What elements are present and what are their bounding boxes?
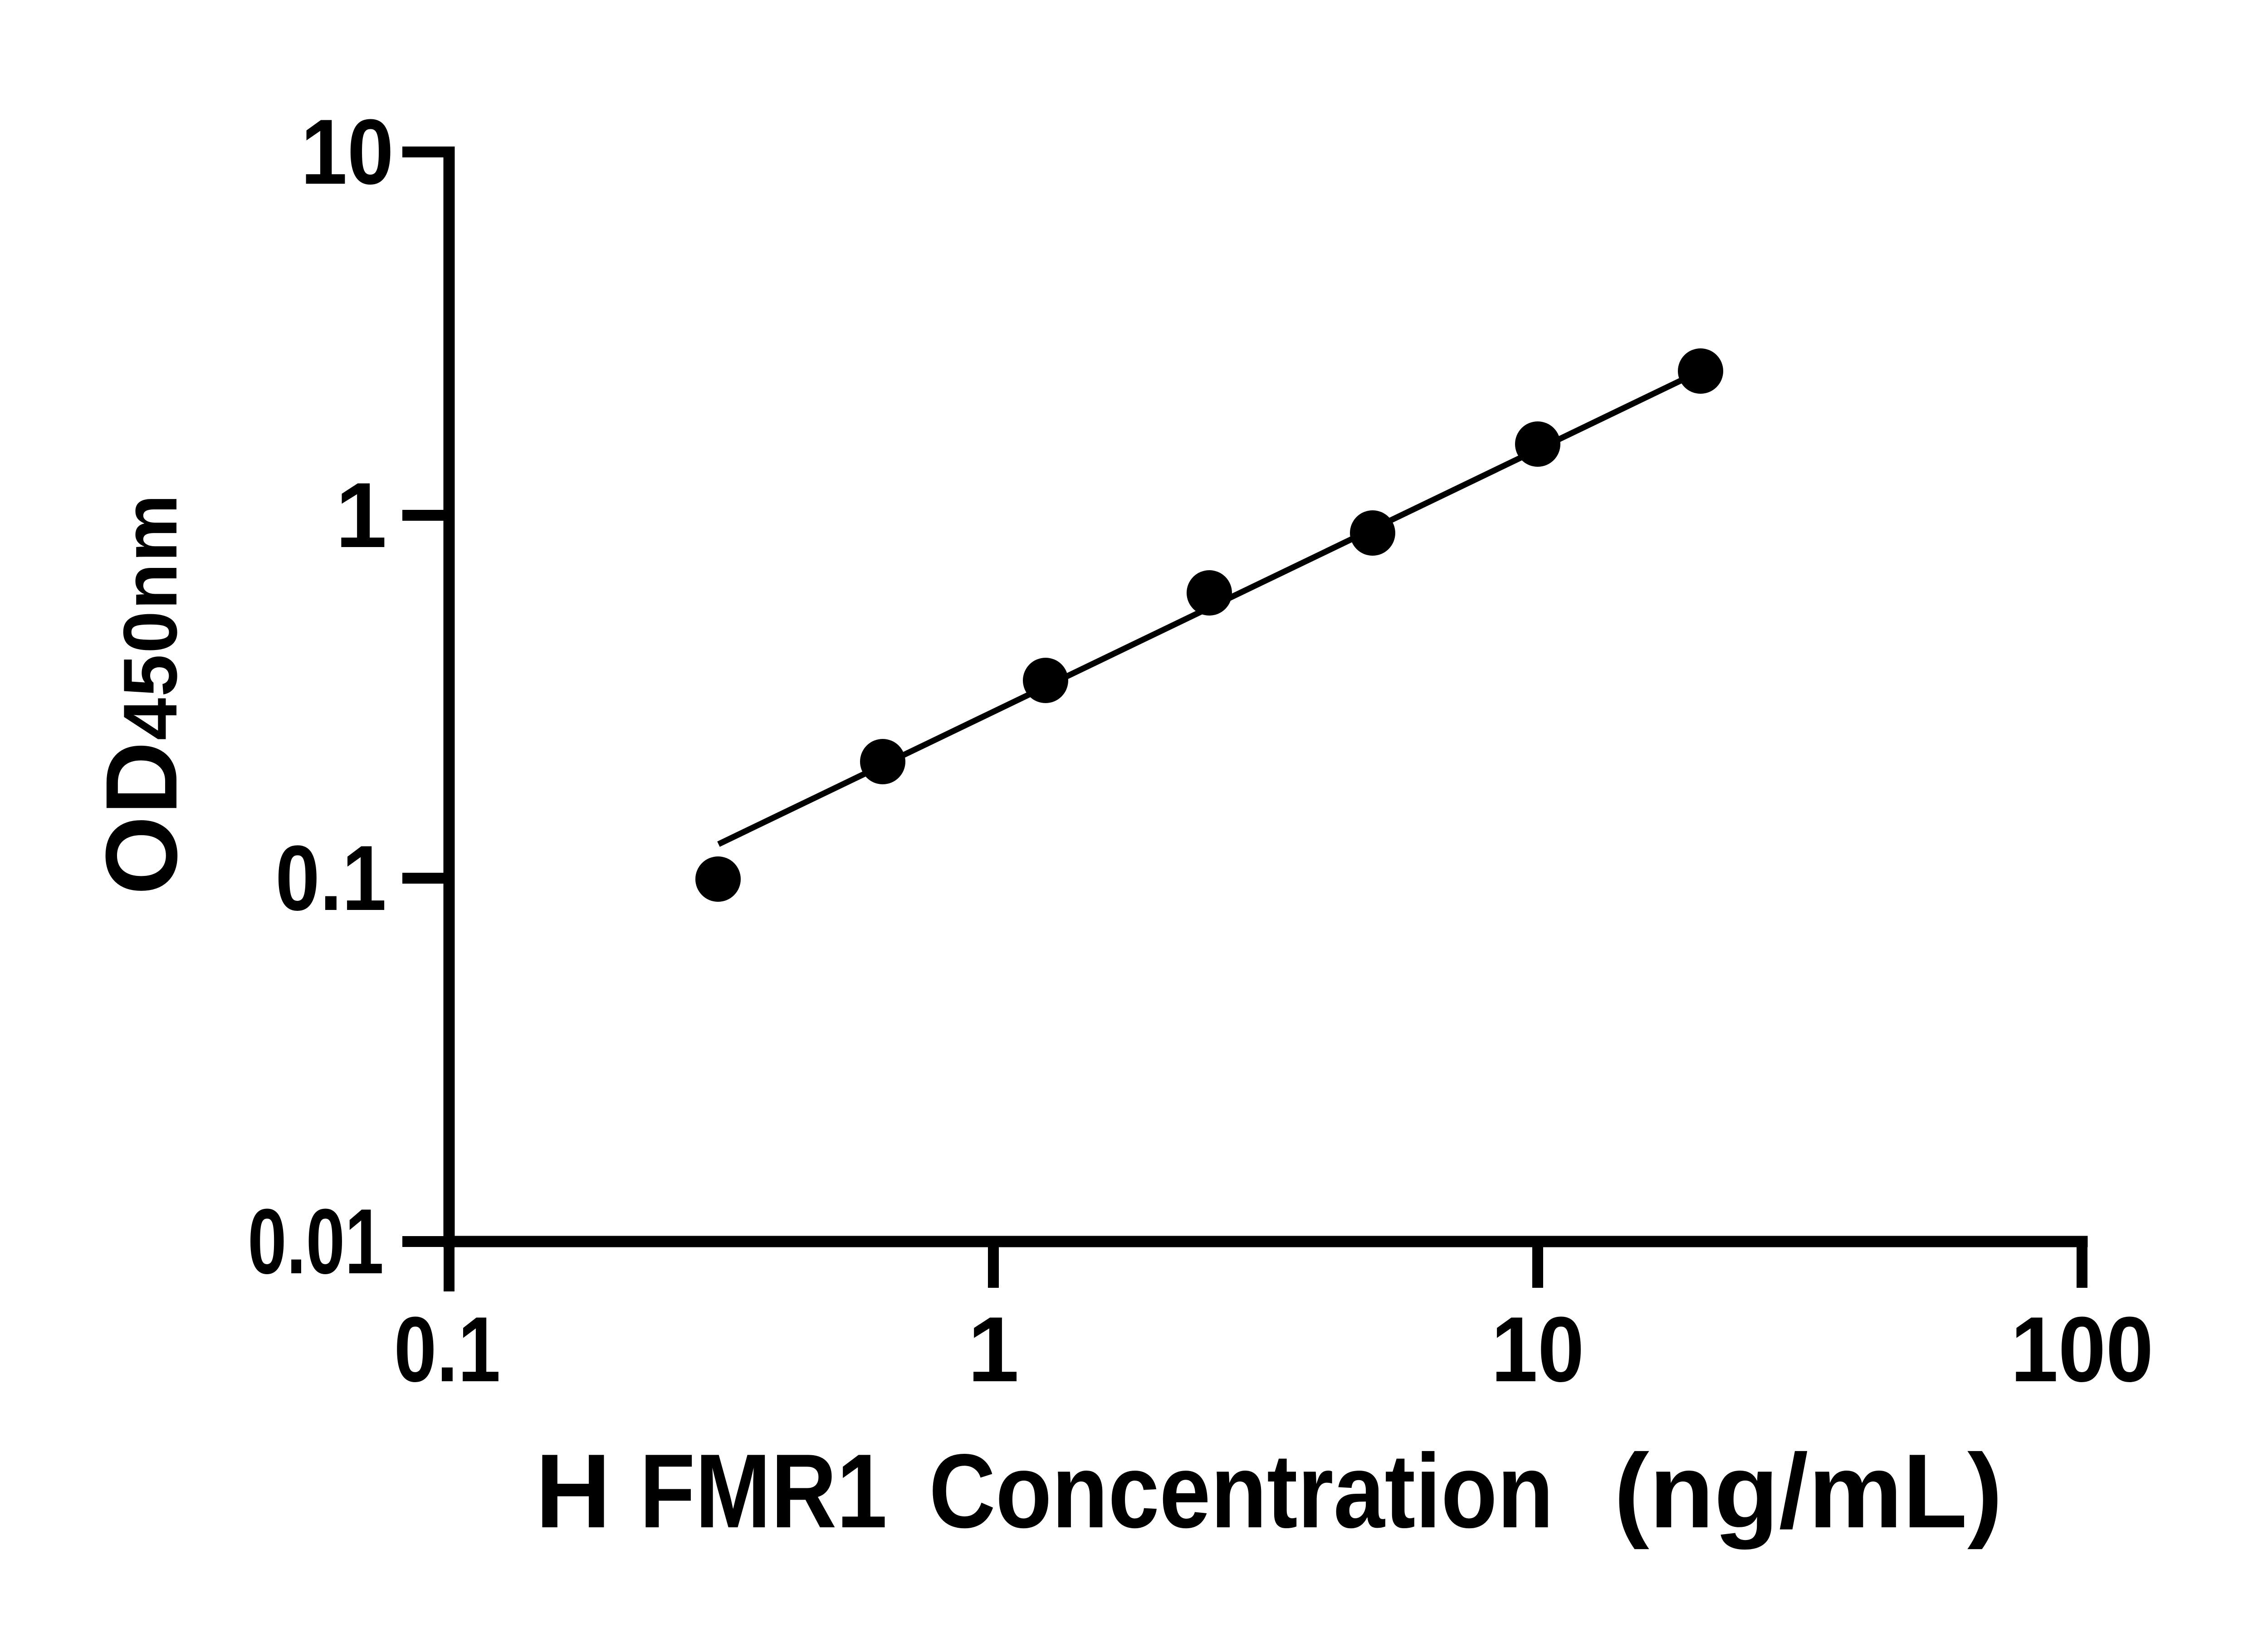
svg-text:10: 10 xyxy=(301,100,394,204)
svg-text:0.1: 0.1 xyxy=(394,1298,501,1401)
svg-text:Concentration: Concentration xyxy=(929,1433,1554,1550)
svg-text:FMR1: FMR1 xyxy=(640,1433,887,1550)
svg-text:H: H xyxy=(535,1433,611,1550)
svg-text:0.01: 0.01 xyxy=(248,1190,384,1293)
svg-text:OD450nm: OD450nm xyxy=(85,493,198,895)
svg-text:100: 100 xyxy=(2011,1298,2154,1401)
svg-text:10: 10 xyxy=(1491,1298,1584,1401)
svg-text:1: 1 xyxy=(336,464,387,567)
svg-text:0.1: 0.1 xyxy=(275,826,386,930)
svg-text:(ng/mL): (ng/mL) xyxy=(1614,1433,2003,1550)
svg-text:1: 1 xyxy=(968,1298,1019,1401)
